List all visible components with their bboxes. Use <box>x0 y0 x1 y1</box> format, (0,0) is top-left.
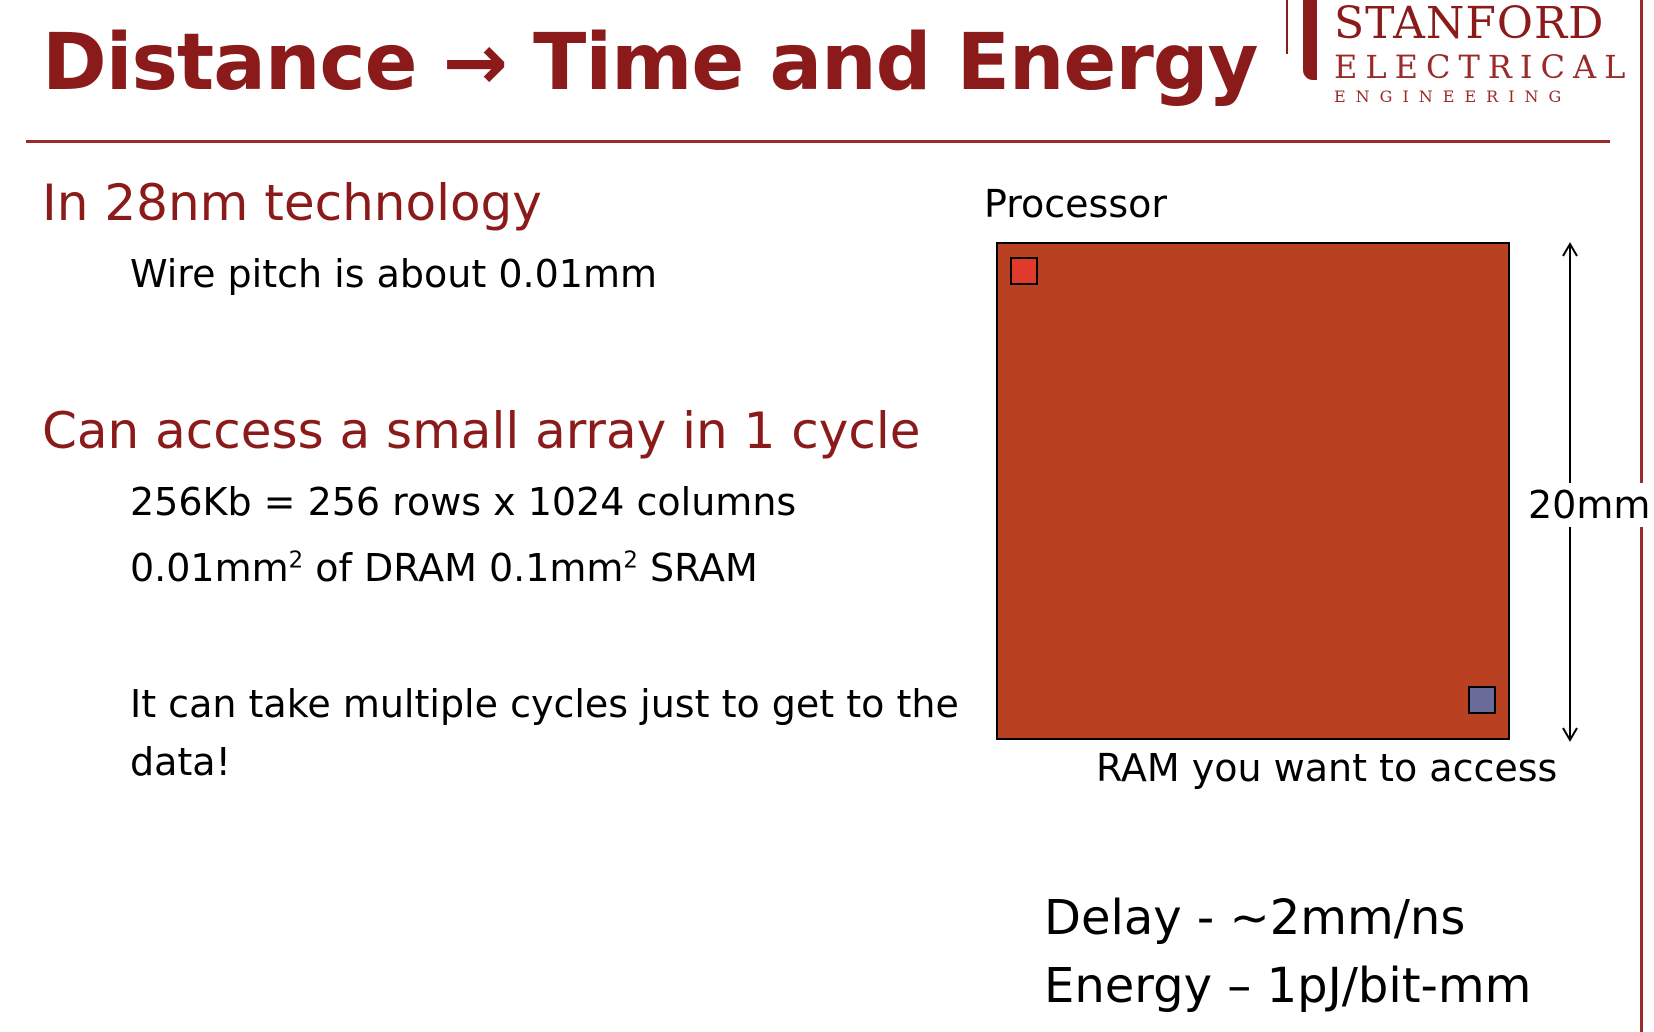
title-part2: Time and Energy <box>533 18 1258 108</box>
wire-pitch-text: Wire pitch is about 0.01mm <box>130 252 657 296</box>
slide-title: Distance → Time and Energy <box>42 18 1258 108</box>
array-size-text: 256Kb = 256 rows x 1024 columns <box>130 480 797 524</box>
cpu-square <box>1010 257 1038 285</box>
title-part1: Distance <box>42 18 417 108</box>
area-text: 0.01mm2 of DRAM 0.1mm2 SRAM <box>130 546 758 590</box>
tech-heading: In 28nm technology <box>42 174 542 232</box>
right-arrow-icon: → <box>442 18 508 108</box>
ram-square <box>1468 686 1496 714</box>
area-mid: of DRAM 0.1mm <box>303 546 624 590</box>
logo-line-engineering: ENGINEERING <box>1334 87 1572 106</box>
area-dram-value: 0.01mm <box>130 546 289 590</box>
processor-label: Processor <box>984 182 1168 226</box>
multi-cycle-line-2: data! <box>130 740 231 784</box>
logo-mark <box>1286 0 1288 54</box>
stanford-logo <box>1286 0 1626 110</box>
area-exponent: 2 <box>623 547 638 574</box>
array-heading: Can access a small array in 1 cycle <box>42 402 921 460</box>
energy-metric: Energy – 1pJ/bit-mm <box>1044 958 1532 1014</box>
multi-cycle-line-1: It can take multiple cycles just to get … <box>130 682 959 726</box>
area-sram: SRAM <box>637 546 758 590</box>
logo-wordmark: STANFORD ELECTRICAL ENGINEERING <box>1334 0 1634 108</box>
title-divider <box>26 140 1610 143</box>
logo-line-stanford: STANFORD <box>1334 0 1605 49</box>
area-exponent: 2 <box>288 547 304 574</box>
logo-line-electrical: ELECTRICAL <box>1334 48 1634 86</box>
processor-die <box>996 242 1510 740</box>
logo-mark <box>1303 0 1317 80</box>
dimension-label: 20mm <box>1526 483 1653 527</box>
delay-metric: Delay - ~2mm/ns <box>1044 890 1466 946</box>
ram-label: RAM you want to access <box>1096 746 1558 790</box>
